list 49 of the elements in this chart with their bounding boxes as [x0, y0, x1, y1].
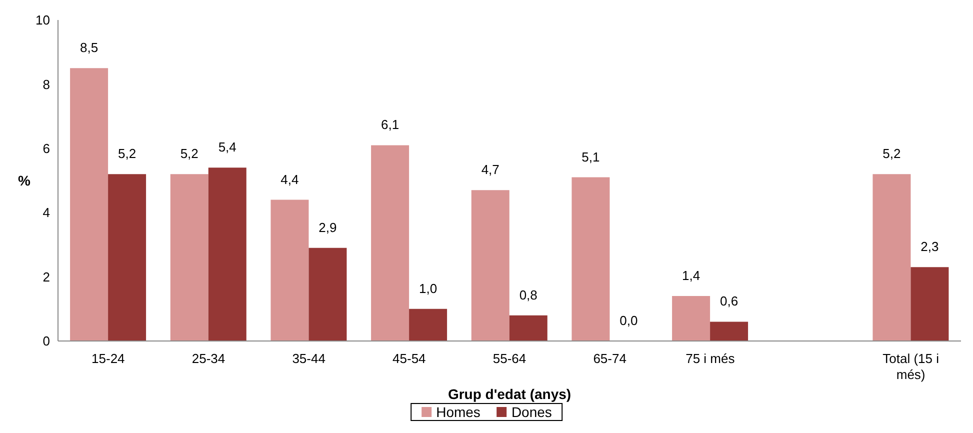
x-axis-title: Grup d'edat (anys) [448, 386, 572, 402]
legend-label: Homes [436, 404, 480, 420]
data-label: 4,4 [280, 172, 299, 187]
y-tick-label: 2 [42, 269, 50, 284]
data-label: 4,7 [481, 162, 500, 178]
data-label: 2,3 [920, 239, 939, 254]
x-tick-label: 75 i més [686, 351, 736, 366]
bar [509, 315, 548, 341]
bar [70, 68, 108, 341]
bar [108, 174, 146, 341]
data-label: 5,2 [180, 146, 198, 162]
y-tick-label: 0 [42, 334, 50, 349]
data-label: 8,5 [80, 40, 98, 56]
bar [710, 322, 748, 341]
x-tick-label: 55-64 [492, 351, 526, 366]
bar [872, 174, 911, 341]
y-tick-label: 4 [42, 205, 50, 220]
data-label: 5,4 [218, 140, 236, 155]
y-tick-label: 6 [42, 141, 50, 156]
bar [910, 267, 949, 341]
bar [371, 145, 410, 341]
y-axis-title: % [18, 172, 31, 188]
x-tick-label: 35-44 [292, 351, 326, 366]
bar [672, 296, 710, 341]
x-tick-label: 15-24 [92, 351, 125, 366]
bar [572, 177, 610, 341]
bar [170, 174, 208, 341]
data-label: 5,1 [582, 149, 600, 164]
data-label: 1,4 [682, 268, 700, 284]
legend-label: Dones [511, 404, 552, 420]
bar [208, 168, 246, 341]
data-label: 2,9 [318, 220, 337, 235]
x-tick-label: 45-54 [392, 351, 426, 366]
data-label: 0,6 [720, 294, 738, 309]
data-label: 5,2 [882, 146, 901, 162]
bar [270, 200, 309, 341]
data-label: 0,8 [519, 287, 538, 302]
bar [409, 308, 448, 341]
bar [308, 248, 347, 341]
data-label: 1,0 [419, 280, 438, 296]
x-tick-label: 25-34 [192, 351, 226, 366]
x-tick-label: Total (15 i més) [882, 351, 940, 382]
y-tick-label: 8 [42, 76, 50, 92]
data-label: 0,0 [620, 312, 638, 328]
data-label: 6,1 [381, 117, 400, 132]
y-tick-label: 10 [36, 12, 50, 28]
bar [471, 190, 510, 341]
x-tick-label: 65-74 [593, 351, 626, 366]
data-label: 5,2 [118, 146, 136, 162]
